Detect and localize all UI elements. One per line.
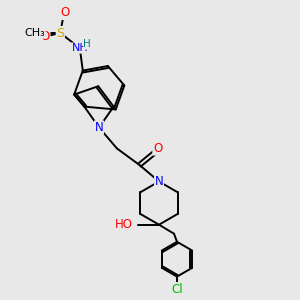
- Text: Cl: Cl: [171, 283, 183, 296]
- Text: NH: NH: [71, 43, 88, 53]
- Text: N: N: [94, 121, 103, 134]
- Text: O: O: [60, 7, 69, 20]
- Text: H: H: [83, 40, 91, 50]
- Text: O: O: [153, 142, 162, 155]
- Text: S: S: [56, 27, 64, 40]
- Text: CH₃: CH₃: [24, 28, 45, 38]
- Text: N: N: [154, 175, 164, 188]
- Text: O: O: [41, 30, 50, 43]
- Text: HO: HO: [115, 218, 133, 231]
